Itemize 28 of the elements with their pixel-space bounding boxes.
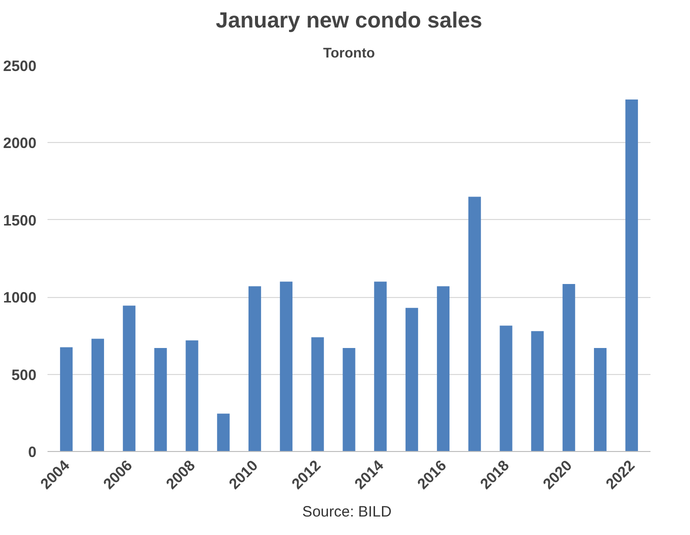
bar xyxy=(311,337,324,452)
y-tick-label: 2500 xyxy=(3,58,37,75)
bar xyxy=(186,340,198,452)
bar xyxy=(625,99,638,452)
y-tick-label: 1500 xyxy=(3,212,37,230)
bar xyxy=(436,286,450,452)
bar xyxy=(248,286,262,452)
bar xyxy=(280,282,292,452)
chart-title: January new condo sales xyxy=(216,8,482,32)
bar xyxy=(468,196,481,452)
bar xyxy=(562,284,576,452)
y-tick-label: 500 xyxy=(11,366,37,384)
y-tick-label: 2000 xyxy=(3,135,37,152)
bar xyxy=(217,414,230,452)
source-note: Source: BILD xyxy=(302,504,392,520)
y-tick-label: 0 xyxy=(28,444,36,461)
bar xyxy=(154,348,167,452)
bar xyxy=(91,338,104,452)
bar xyxy=(122,306,136,452)
bar xyxy=(342,348,356,452)
bar xyxy=(406,308,418,452)
bar xyxy=(500,326,512,452)
chart-subtitle: Toronto xyxy=(323,44,375,60)
bar xyxy=(60,347,73,452)
bar xyxy=(594,348,607,452)
y-tick-label: 1000 xyxy=(3,290,37,307)
bar xyxy=(374,282,387,452)
bar xyxy=(531,331,544,452)
